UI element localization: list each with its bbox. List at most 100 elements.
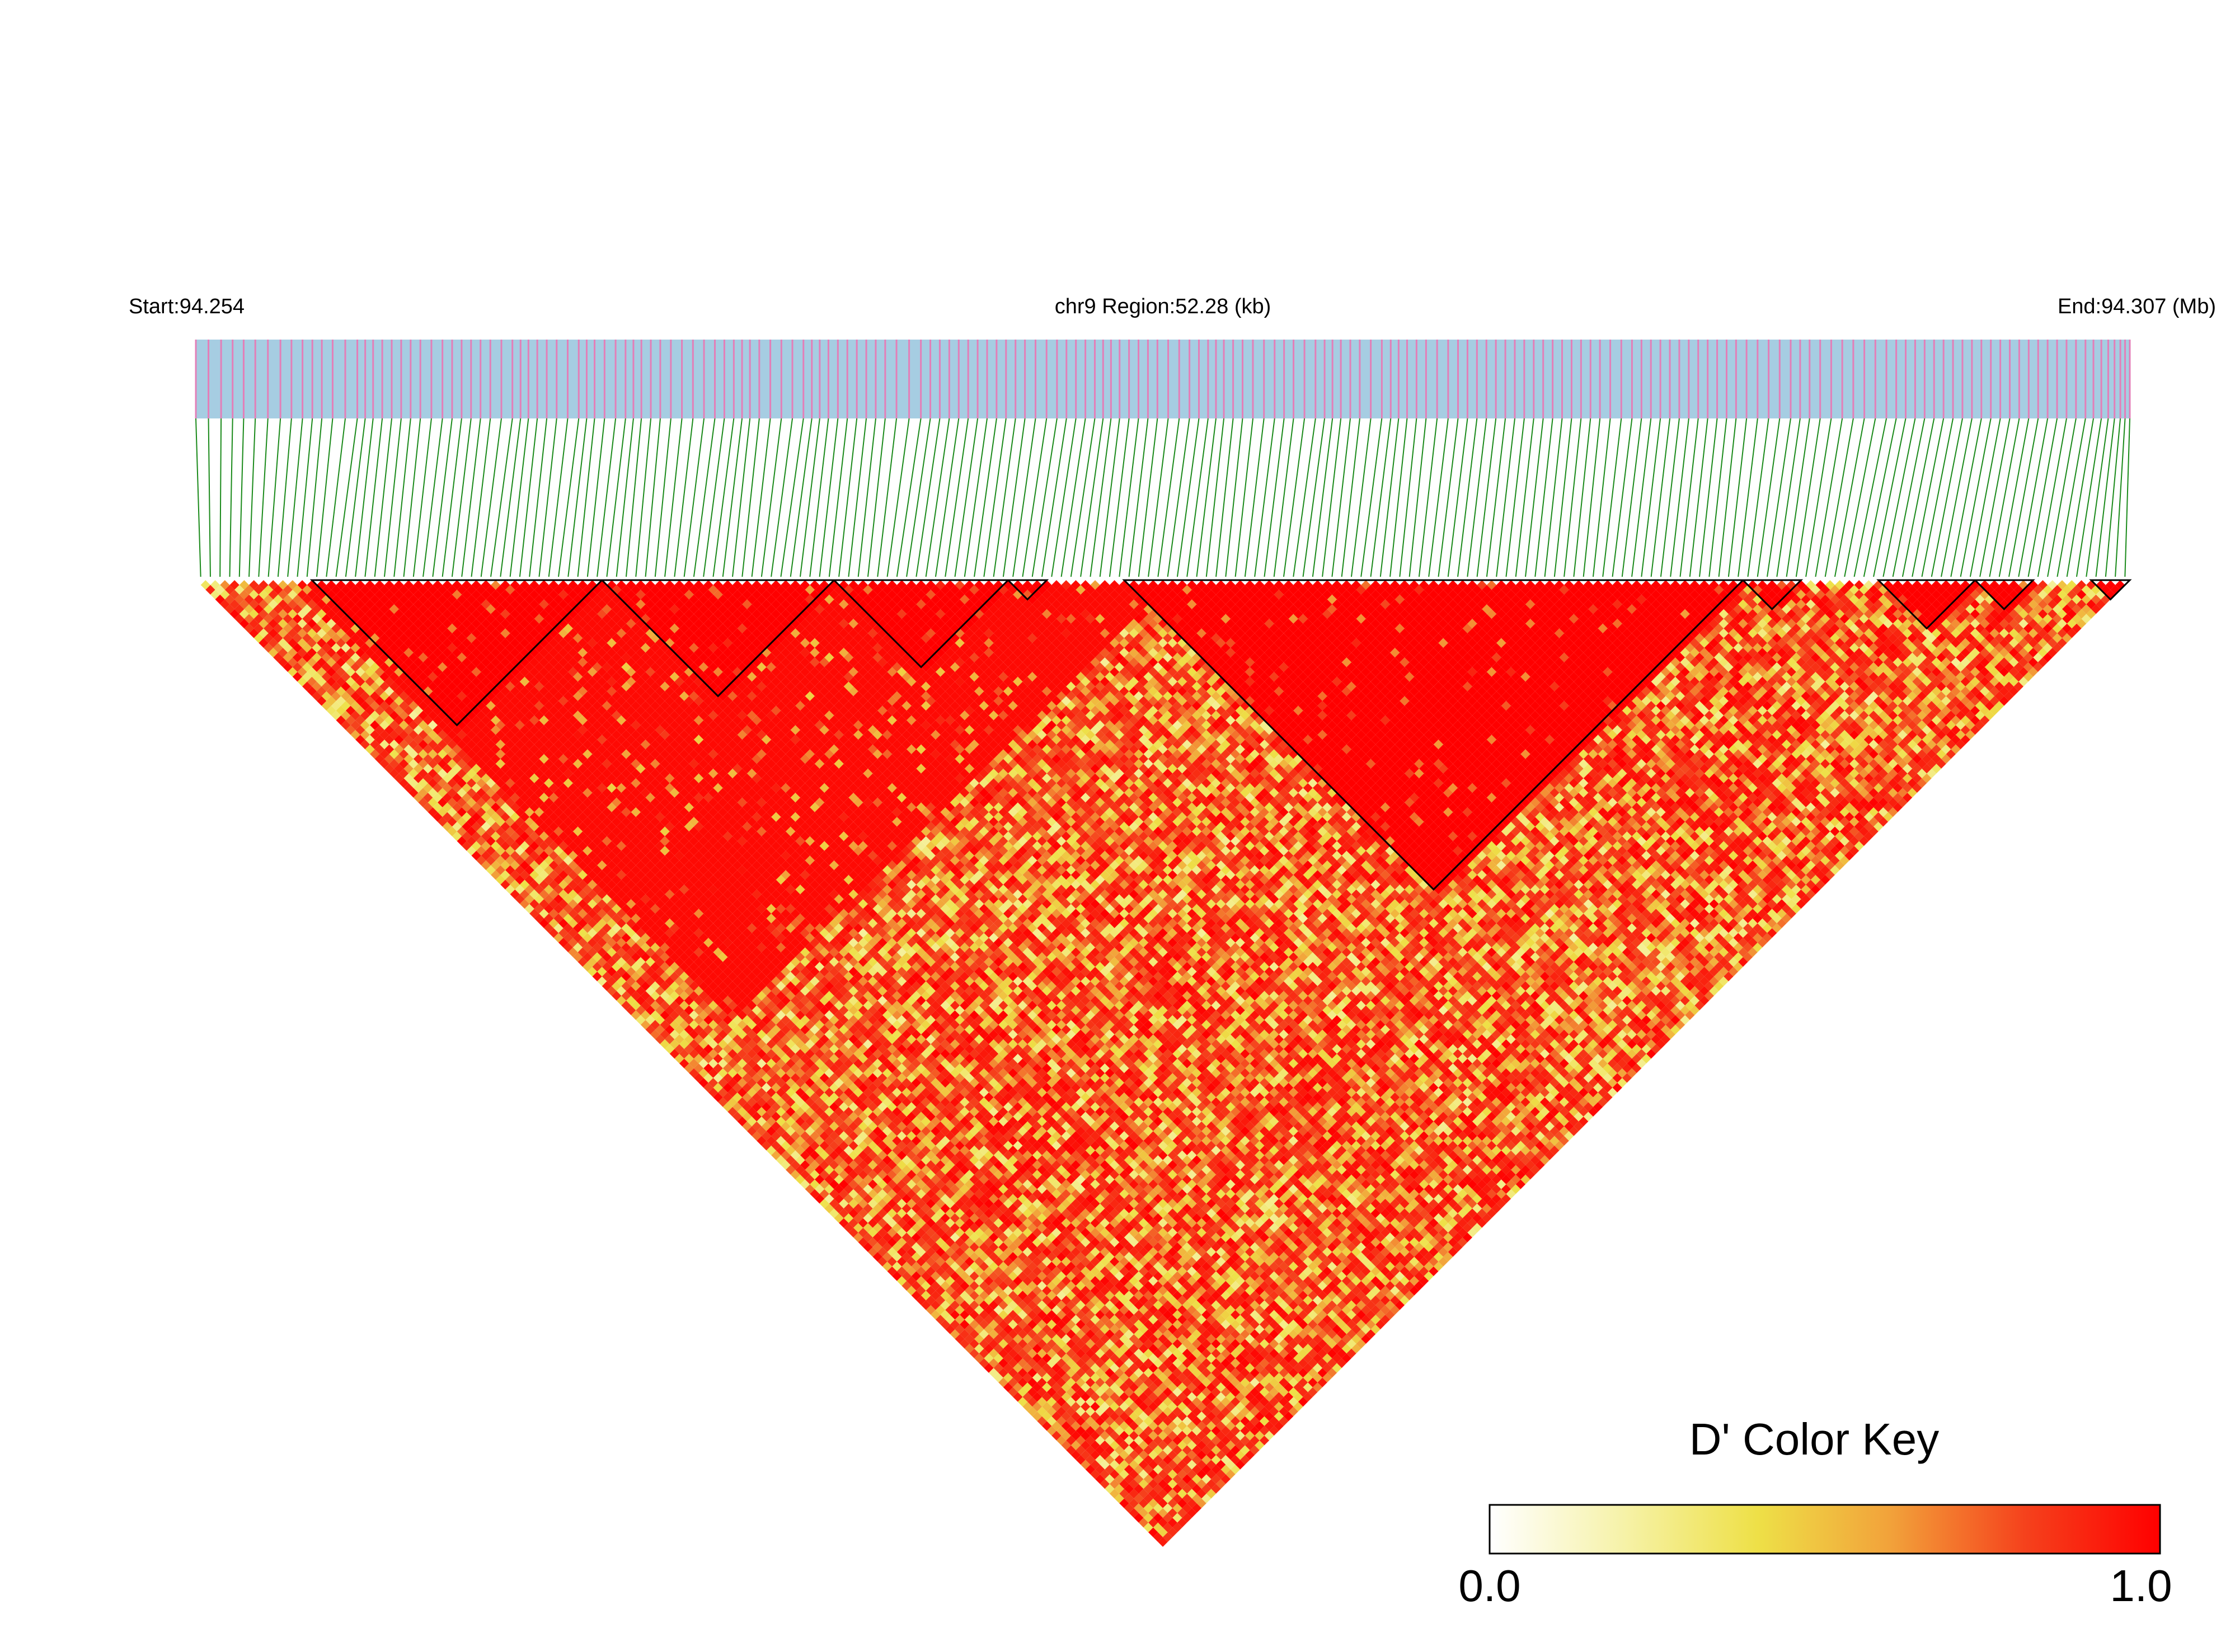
ld-cell [1109,580,1120,590]
ld-cell [1303,580,1313,590]
ld-cell [1245,590,1255,600]
snp-connector [1012,418,1036,577]
ld-cell [1583,580,1593,590]
ld-cell [863,585,873,595]
ld-cell [486,585,496,595]
ld-cell [1830,585,1840,595]
snp-connector [1747,418,1769,577]
ld-cell [708,594,719,605]
ld-cell [921,594,931,605]
ld-cell [1588,585,1598,595]
ld-cell [1651,580,1661,590]
ld-cell [1515,590,1525,600]
ld-cell [1607,585,1618,595]
snp-connector [1776,418,1801,577]
ld-cell [790,580,800,590]
ld-cell [1158,580,1168,590]
ld-cell [1211,585,1221,595]
snp-connector [1863,418,1897,577]
snp-connector [2008,418,2039,577]
ld-cell [1037,594,1047,605]
ld-cell [1375,585,1386,595]
snp-connector [925,418,950,577]
ld-cell [645,580,655,590]
ld-cell [1105,594,1115,605]
ld-cell [1119,590,1129,600]
ld-cell [1177,580,1187,590]
ld-cell [452,580,462,590]
ld-cell [1834,580,1845,590]
ld-cell [1960,580,1970,590]
ld-cell [1341,580,1351,590]
snp-connector [1360,418,1383,577]
ld-cell [1660,590,1671,600]
snp-connector [432,418,453,577]
ld-cell [1124,594,1134,605]
ld-cell [1902,590,1913,600]
ld-cell [901,594,912,605]
snp-connector [645,418,661,577]
ld-cell [1076,594,1086,605]
snp-connector [674,418,694,577]
snp-connector [1496,418,1515,577]
snp-connector [519,418,538,577]
snp-connector [1583,418,1601,577]
ld-cell [1042,590,1052,600]
ld-cell [1593,590,1603,600]
ld-cell [1564,580,1574,590]
ld-cell [722,590,733,600]
ld-cell [307,590,317,600]
ld-cell [558,580,569,590]
ld-cell [1486,590,1497,600]
snp-connector [1679,418,1699,577]
snp-connector [383,418,402,577]
ld-cell [1177,590,1187,600]
ld-cell [1264,580,1274,590]
snp-connector [558,418,580,577]
ld-cell [1574,590,1584,600]
ld-cell [1438,580,1448,590]
ld-cell [253,585,264,595]
snp-connector [529,418,548,577]
snp-connector [945,418,969,577]
ld-cell [2043,585,2053,595]
ld-cell [500,580,510,590]
ld-cell [887,580,897,590]
ld-cell [1066,594,1076,605]
ld-cell [510,580,520,590]
snp-connector [1969,418,2001,577]
snp-connector [1941,418,1973,577]
ld-cell [1951,580,1961,590]
snp-connector [1060,418,1086,577]
ld-cell [1390,590,1400,600]
ld-cell [548,580,558,590]
ld-cell [1400,580,1410,590]
ld-cell [1931,580,1942,590]
ld-cell [1839,594,1849,605]
ld-cell [1612,580,1622,590]
ld-cell [1713,585,1724,595]
ld-cell [790,590,800,600]
ld-cell [283,585,293,595]
ld-cell [2048,590,2058,600]
ld-cell [824,594,834,605]
ld-cell [1815,580,1825,590]
ld-cell [1772,585,1782,595]
ld-cell [491,580,501,590]
ld-cell [1844,590,1854,600]
ld-cell [727,594,738,605]
ld-cell [326,580,336,590]
ld-cell [510,590,520,600]
ld-cell [1255,580,1265,590]
ld-cell [447,585,457,595]
snp-connector [2027,418,2058,577]
snp-connector [906,418,931,577]
ld-cell [2076,590,2087,600]
snp-connector [1215,418,1234,577]
ld-cell [568,590,578,600]
ld-cell [1274,590,1284,600]
snp-connector [915,418,941,577]
ld-cell [1046,585,1057,595]
snp-connector [1979,418,2011,577]
ld-cell [1056,585,1067,595]
